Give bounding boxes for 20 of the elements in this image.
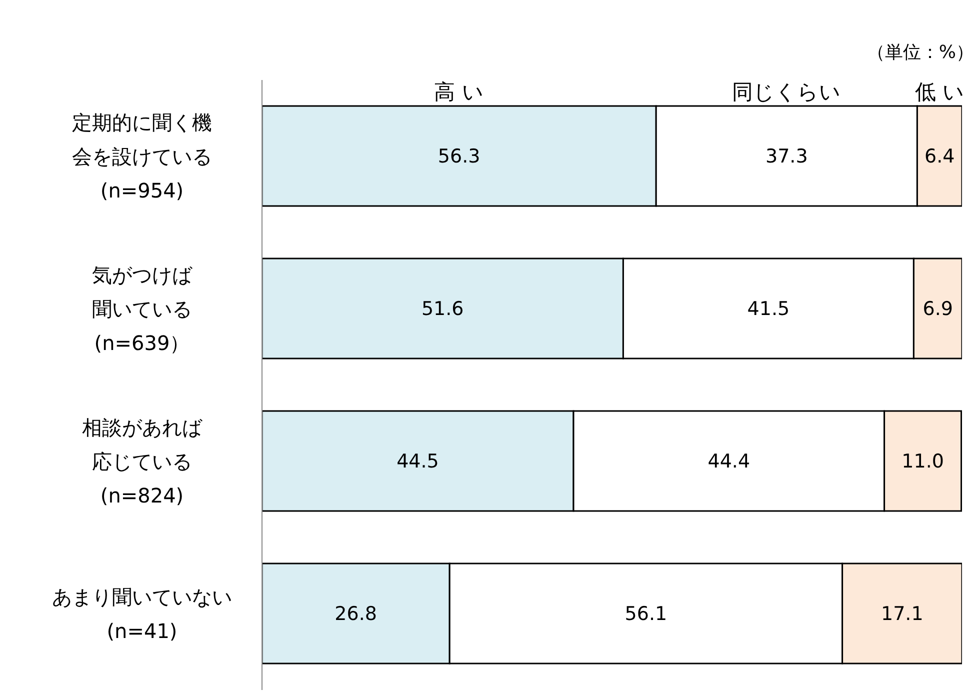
data-label: 26.8 bbox=[334, 603, 377, 626]
y-tick-label: 定期的に聞く機会を設けている (n=954) bbox=[72, 110, 212, 202]
data-label: 11.0 bbox=[902, 450, 944, 473]
data-label: 17.1 bbox=[880, 603, 924, 626]
series-label: 高 い bbox=[434, 79, 484, 106]
data-label: 6.4 bbox=[924, 146, 955, 168]
data-label: 56.1 bbox=[624, 603, 668, 626]
text: （単位：%） bbox=[866, 41, 974, 64]
data-label: 6.9 bbox=[922, 298, 953, 320]
series-label: 同じくらい bbox=[732, 79, 842, 106]
y-tick-label: 相談があれば応じている (n=824) bbox=[82, 415, 203, 508]
data-label: 41.5 bbox=[747, 298, 790, 320]
y-tick-label: 気がつけば聞いている (n=639） bbox=[92, 262, 193, 355]
y-tick-label: あまり聞いていない (n=41) bbox=[52, 584, 232, 643]
data-label: 44.4 bbox=[708, 450, 750, 473]
data-label: 44.5 bbox=[396, 450, 439, 473]
series-label: 低 い bbox=[914, 79, 964, 106]
data-label: 56.3 bbox=[438, 146, 480, 168]
data-label: 51.6 bbox=[421, 298, 464, 320]
data-label: 37.3 bbox=[765, 146, 808, 168]
